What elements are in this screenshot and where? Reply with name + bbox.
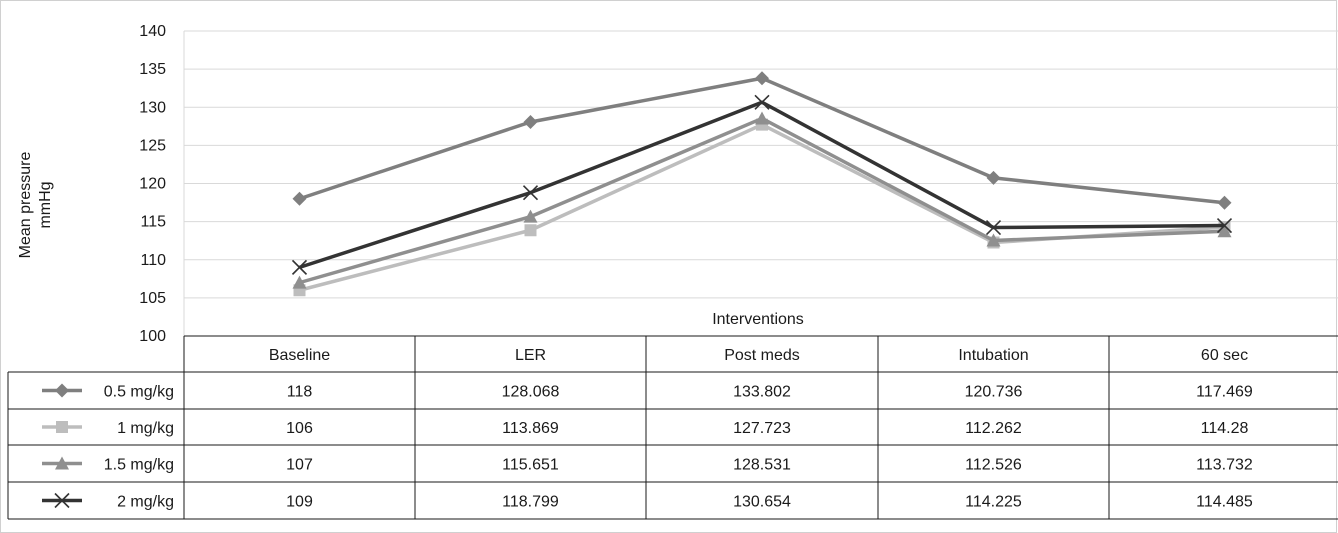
series-line xyxy=(298,76,1225,205)
x-axis-label: Interventions xyxy=(712,311,804,328)
legend-label: 0.5 mg/kg xyxy=(104,384,174,401)
data-point xyxy=(523,209,538,223)
x-tick-label: Baseline xyxy=(269,347,330,364)
x-tick-label: Intubation xyxy=(958,347,1028,364)
x-tick-label: LER xyxy=(515,347,546,364)
data-point xyxy=(985,219,1002,236)
data-point xyxy=(522,185,539,201)
data-label: 113.869 xyxy=(502,420,559,437)
data-point xyxy=(986,233,1001,247)
data-label: 118.799 xyxy=(502,494,559,511)
data-point xyxy=(523,114,538,129)
y-tick-label: 130 xyxy=(139,99,166,116)
data-label: 115.651 xyxy=(502,457,559,474)
data-label: 112.526 xyxy=(965,457,1022,474)
data-label: 133.802 xyxy=(733,384,791,401)
y-axis-label: Mean pressure mmHg xyxy=(17,152,54,259)
y-tick-label: 105 xyxy=(139,290,166,307)
data-point xyxy=(755,71,769,86)
x-tick-label: Post meds xyxy=(724,347,800,364)
data-point xyxy=(292,191,307,206)
y-tick-label: 115 xyxy=(140,214,166,231)
data-label: 128.068 xyxy=(502,384,560,401)
y-tick-label: 100 xyxy=(139,328,166,345)
data-label: 113.732 xyxy=(1196,457,1253,474)
data-label: 114.485 xyxy=(1196,494,1253,511)
data-label: 120.736 xyxy=(965,384,1023,401)
legend-marker xyxy=(54,492,70,509)
data-label: 109 xyxy=(286,494,313,511)
series-line xyxy=(299,116,1225,285)
legend-label: 2 mg/kg xyxy=(117,494,174,511)
legend-label: 1 mg/kg xyxy=(117,420,174,437)
data-point xyxy=(1216,217,1233,234)
data-label: 106 xyxy=(286,420,313,437)
data-label: 112.262 xyxy=(965,420,1022,437)
data-point xyxy=(754,94,770,110)
data-point xyxy=(755,111,769,125)
data-label: 114.28 xyxy=(1201,420,1249,437)
data-label: 127.723 xyxy=(733,420,791,437)
data-point xyxy=(524,224,537,237)
data-label: 128.531 xyxy=(733,457,791,474)
data-label: 118 xyxy=(287,384,313,401)
legend-label: 1.5 mg/kg xyxy=(104,457,174,474)
data-point xyxy=(291,259,308,275)
legend-marker xyxy=(56,421,68,433)
series-line xyxy=(299,122,1225,292)
y-tick-label: 110 xyxy=(140,252,166,269)
y-tick-label: 125 xyxy=(139,137,166,154)
data-label: 117.469 xyxy=(1196,384,1253,401)
legend-marker xyxy=(55,383,69,398)
data-point xyxy=(292,275,307,289)
data-point xyxy=(986,170,1001,185)
data-point xyxy=(1217,224,1232,238)
data-label: 114.225 xyxy=(965,494,1022,511)
y-tick-label: 140 xyxy=(139,23,166,40)
legend-marker xyxy=(55,456,69,470)
x-tick-label: 60 sec xyxy=(1201,347,1248,364)
y-tick-label: 135 xyxy=(139,61,166,78)
data-label: 130.654 xyxy=(733,494,791,511)
data-label: 107 xyxy=(286,457,313,474)
y-tick-label: 120 xyxy=(139,176,166,193)
data-point xyxy=(1217,195,1232,210)
